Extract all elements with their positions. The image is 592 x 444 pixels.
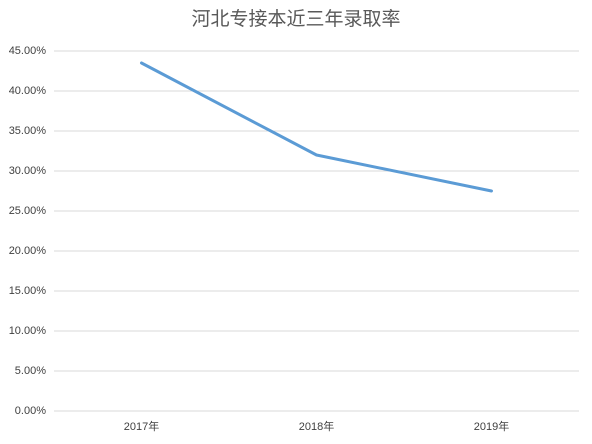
- y-tick-label: 0.00%: [15, 405, 46, 417]
- chart-title: 河北专接本近三年录取率: [191, 8, 400, 30]
- y-tick-label: 5.00%: [15, 365, 46, 377]
- y-tick-label: 35.00%: [9, 125, 47, 137]
- y-tick-label: 30.00%: [9, 165, 47, 177]
- y-tick-label: 25.00%: [9, 205, 47, 217]
- x-tick-label: 2018年: [299, 419, 334, 433]
- y-tick-label: 10.00%: [9, 325, 47, 337]
- y-tick-label: 40.00%: [9, 85, 47, 97]
- y-tick-label: 15.00%: [9, 285, 47, 297]
- y-tick-label: 45.00%: [9, 45, 47, 57]
- y-tick-label: 20.00%: [9, 245, 47, 257]
- x-tick-label: 2019年: [474, 419, 509, 433]
- x-tick-label: 2017年: [124, 419, 159, 433]
- data-line: [140, 61, 493, 193]
